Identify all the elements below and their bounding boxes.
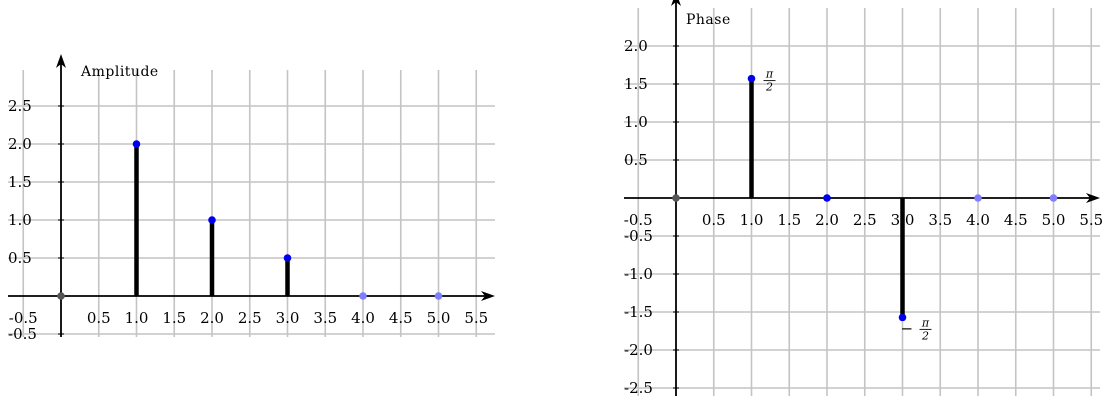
stem-marker <box>57 292 65 300</box>
x-tick-label: 3.0 <box>276 309 300 327</box>
stem-marker <box>898 313 907 322</box>
x-tick-label: 3.5 <box>313 309 337 327</box>
grid <box>8 70 495 337</box>
grid <box>624 8 1100 396</box>
y-axis-label: Phase <box>686 12 731 28</box>
x-tick-label: 3.5 <box>928 211 952 229</box>
x-tick-label: 0.5 <box>87 309 111 327</box>
stem-marker <box>359 292 367 300</box>
stem-marker <box>434 292 443 300</box>
x-tick-label: -0.5 <box>9 309 38 327</box>
x-tick-label: 2.0 <box>815 211 839 229</box>
y-tick-label: 1.0 <box>624 113 648 131</box>
x-tick-label: 4.5 <box>1004 211 1028 229</box>
x-tick-label: 0.5 <box>702 211 726 229</box>
y-axis-arrow <box>671 0 681 6</box>
y-tick-label: 1.5 <box>8 173 32 191</box>
y-tick-label: 0.5 <box>624 151 648 169</box>
stem-marker <box>283 254 292 262</box>
x-axis-arrow <box>1086 193 1100 203</box>
y-tick-label: -0.5 <box>624 227 653 245</box>
stem-marker <box>823 194 831 202</box>
y-tick-label: 1.0 <box>8 211 32 229</box>
stem-marker <box>208 216 216 224</box>
stem-marker <box>132 140 141 148</box>
y-tick-label: -0.5 <box>8 325 37 343</box>
x-tick-label: 4.0 <box>351 309 375 327</box>
x-tick-label: 1.0 <box>740 211 764 229</box>
x-tick-label: 2.0 <box>200 309 224 327</box>
x-tick-label: 5.5 <box>1079 211 1103 229</box>
x-tick-label: 1.5 <box>777 211 801 229</box>
y-tick-label: 1.5 <box>624 75 648 93</box>
stem-marker <box>672 194 680 202</box>
stem-marker <box>747 74 756 83</box>
y-tick-label: 2.0 <box>8 135 32 153</box>
y-tick-label: -2.5 <box>624 379 653 397</box>
chart-1: Amplitude -0.5 0.5 1.0 1.5 2.0 2.5 3.0 3.5 4.0 4.5… <box>8 54 495 343</box>
x-tick-label: 4.5 <box>389 309 413 327</box>
y-tick-label: 0.5 <box>8 249 32 267</box>
x-axis-arrow <box>481 291 495 301</box>
stem-annotation: − π2 <box>901 316 932 342</box>
y-axis-arrow <box>56 54 66 68</box>
chart-2: Phase-0.50.51.01.52.02.53.03.54.04.55.05… <box>624 0 1103 397</box>
x-tick-label: 5.5 <box>464 309 488 327</box>
annotation-denominator: 2 <box>765 81 773 94</box>
y-tick-label: -1.5 <box>624 303 653 321</box>
y-tick-label: -1.0 <box>624 265 653 283</box>
x-tick-label: -0.5 <box>624 211 653 229</box>
stem-marker <box>1049 194 1058 202</box>
y-tick-label: 2.0 <box>624 37 648 55</box>
x-tick-label: 2.5 <box>853 211 877 229</box>
x-tick-label: 1.0 <box>125 309 149 327</box>
annotation-numerator: π <box>921 316 930 329</box>
stem-marker <box>974 194 982 202</box>
x-tick-label: 1.5 <box>162 309 186 327</box>
x-tick-label: 5.0 <box>1042 211 1066 229</box>
y-axis-label: Amplitude <box>80 64 159 80</box>
annotation-numerator: π <box>765 68 774 81</box>
y-tick-label: 2.5 <box>8 97 32 115</box>
y-tick-label: -2.0 <box>624 341 653 359</box>
annotation-denominator: 2 <box>921 329 929 342</box>
annotation-sign: − <box>901 319 914 337</box>
x-tick-label: 2.5 <box>238 309 262 327</box>
stem-annotation: π2 <box>763 68 776 94</box>
x-tick-label: 5.0 <box>427 309 451 327</box>
x-tick-label: 4.0 <box>966 211 990 229</box>
